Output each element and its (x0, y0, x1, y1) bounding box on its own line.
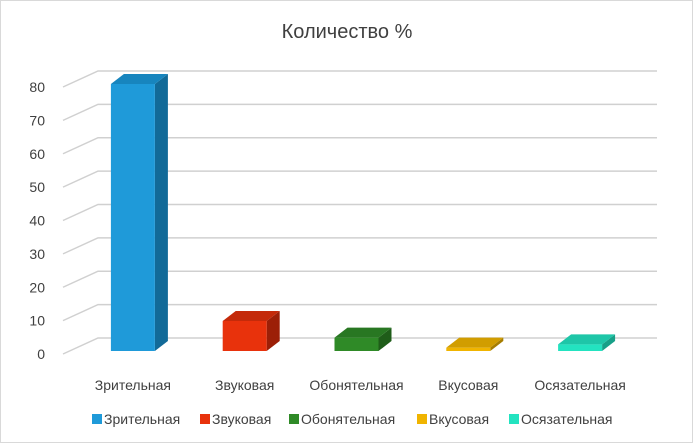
bar-side (490, 337, 504, 351)
x-category-label: Осязательная (534, 377, 626, 393)
y-tick-label: 30 (29, 246, 45, 262)
legend-label: Обонятельная (301, 411, 395, 427)
bar-top (222, 310, 280, 321)
bar-front (334, 337, 379, 351)
bar-front (222, 320, 267, 351)
gridline (62, 303, 657, 322)
y-tick-label: 60 (29, 146, 45, 162)
bar-1 (110, 74, 168, 351)
legend-label: Зрительная (104, 411, 180, 427)
gridline (62, 237, 657, 255)
y-tick-label: 20 (29, 279, 45, 295)
legend-entry: Вкусовая (417, 411, 489, 427)
gridline (62, 203, 657, 222)
bar-side (378, 327, 392, 351)
x-category-label: Обонятельная (309, 377, 403, 393)
legend-swatch (289, 414, 299, 424)
bar-3 (334, 327, 392, 351)
y-tick-label: 70 (29, 112, 45, 128)
bar-top (334, 327, 392, 338)
legend-swatch (417, 414, 427, 424)
bar-5 (558, 334, 616, 351)
bar-side (602, 334, 616, 351)
bar-front (558, 344, 603, 351)
y-tick-label: 80 (29, 79, 45, 95)
y-tick-label: 0 (37, 346, 45, 362)
bar-top (110, 74, 168, 84)
legend-entry: Зрительная (92, 411, 180, 427)
gridline (62, 70, 657, 88)
legend-swatch (92, 414, 102, 424)
bars (110, 74, 616, 351)
x-category-label: Вкусовая (438, 377, 498, 393)
y-axis-ticks: 0 10 20 30 40 50 60 70 80 (29, 79, 45, 362)
bar-front (110, 84, 155, 351)
bar-top (558, 334, 616, 345)
bar-side (154, 74, 168, 351)
bar-2 (222, 310, 280, 351)
legend: Зрительная Звуковая Обонятельная Вкусовая Ос… (92, 411, 613, 427)
gridline (62, 170, 657, 188)
legend-label: Вкусовая (429, 411, 489, 427)
legend-label: Осязательная (521, 411, 613, 427)
bar-front (446, 347, 491, 351)
y-tick-label: 40 (29, 213, 45, 229)
bar-4 (446, 337, 504, 351)
x-axis-categories: Зрительная Звуковая Обонятельная Вкусовая Ос… (95, 377, 626, 393)
legend-swatch (509, 414, 519, 424)
bar-top (446, 337, 504, 348)
x-category-label: Зрительная (95, 377, 171, 393)
gridline (62, 103, 657, 122)
chart-title: Количество % (282, 21, 413, 43)
gridline (62, 137, 657, 155)
y-tick-label: 10 (29, 313, 45, 329)
legend-entry: Звуковая (200, 411, 271, 427)
legend-swatch (200, 414, 210, 424)
bar-side (266, 310, 280, 351)
legend-entry: Осязательная (509, 411, 613, 427)
gridline (62, 270, 657, 288)
legend-label: Звуковая (212, 411, 271, 427)
gridlines (62, 70, 657, 355)
x-category-label: Звуковая (215, 377, 274, 393)
legend-entry: Обонятельная (289, 411, 395, 427)
y-tick-label: 50 (29, 179, 45, 195)
